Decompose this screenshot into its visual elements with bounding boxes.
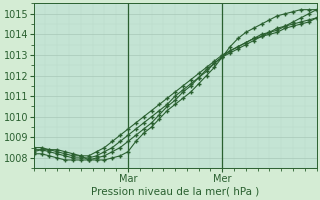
- X-axis label: Pression niveau de la mer( hPa ): Pression niveau de la mer( hPa ): [91, 187, 259, 197]
